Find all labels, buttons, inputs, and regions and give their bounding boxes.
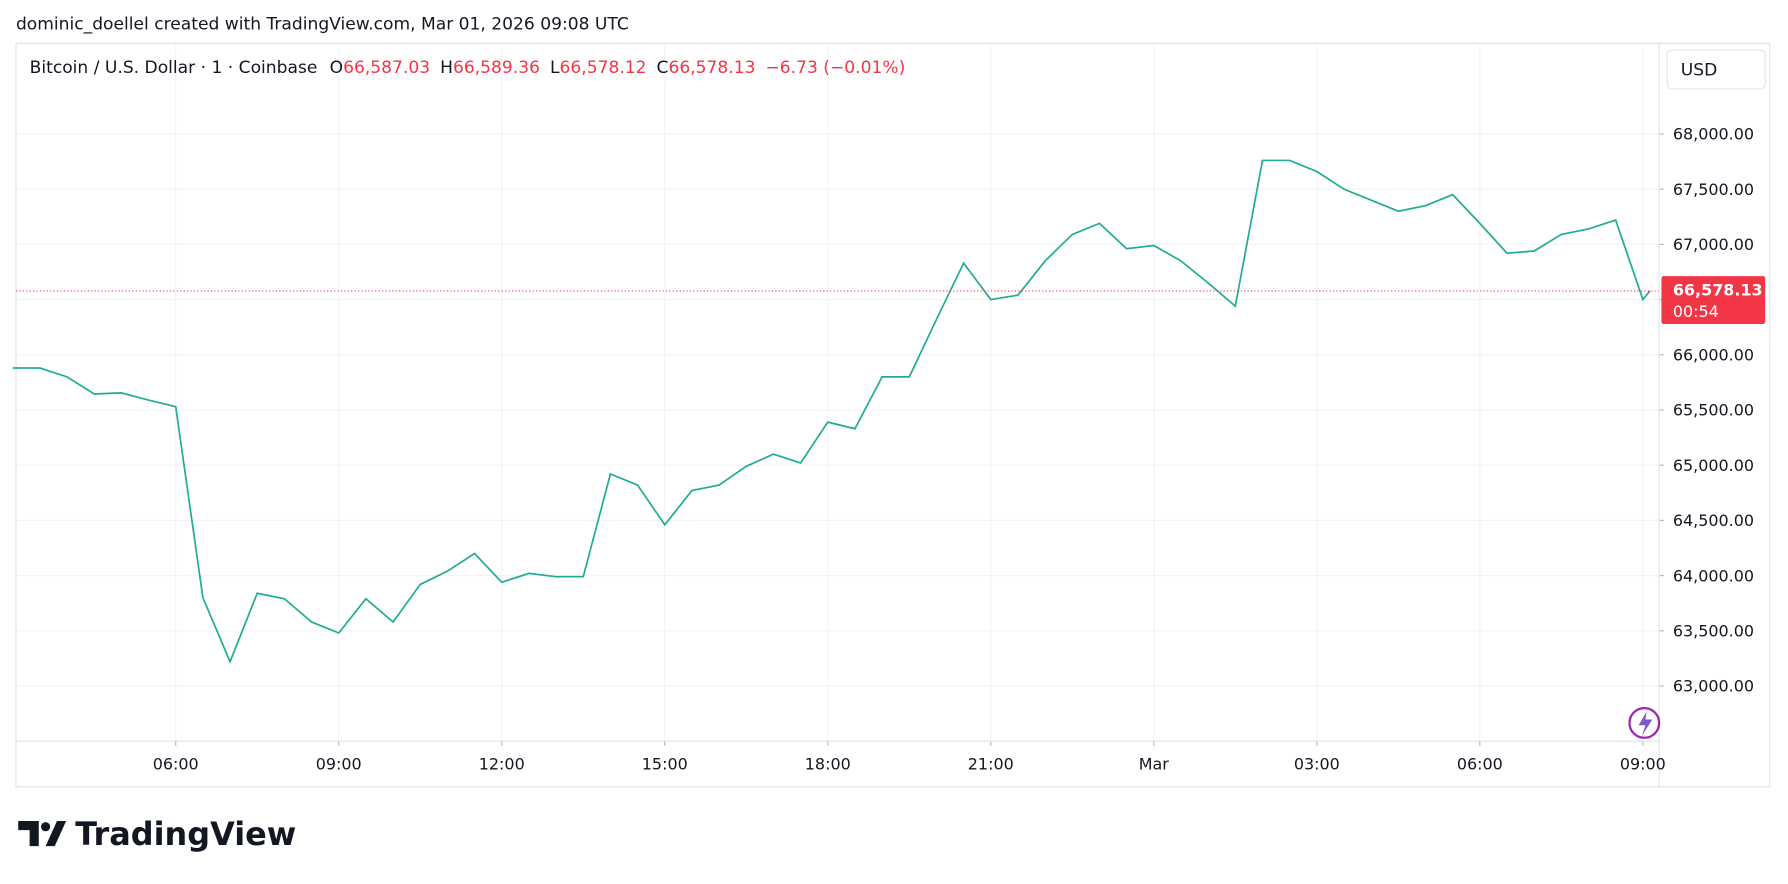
last-price-badge (1661, 276, 1766, 325)
ohlc-value: 66,589.36 (453, 58, 540, 78)
y-tick-label: 63,000.00 (1673, 677, 1754, 696)
plot (12, 159, 1660, 664)
x-tick-label: 18:00 (805, 755, 851, 774)
logo (18, 821, 67, 847)
assistant-icon[interactable] (1628, 707, 1661, 739)
change: −6.73 (−0.01%) (765, 58, 905, 78)
countdown: 00:54 (1673, 302, 1719, 321)
x-tick-label: 09:00 (316, 755, 362, 774)
last-price-label: 66,578.13 (1673, 281, 1763, 300)
legend: Bitcoin / U.S. Dollar · 1 · Coinbase O66… (30, 58, 906, 78)
y-tick-label: 67,000.00 (1673, 235, 1754, 254)
y-tick-label: 66,000.00 (1673, 345, 1754, 364)
x-tick-label: Mar (1139, 755, 1170, 774)
y-tick-label: 65,000.00 (1673, 456, 1754, 475)
currency[interactable]: USD (1681, 60, 1718, 80)
y-tick-label: 63,500.00 (1673, 622, 1754, 641)
x-tick-label: 21:00 (968, 755, 1014, 774)
ohlc-value: 66,587.03 (343, 58, 430, 78)
brand: TradingView (75, 815, 296, 853)
x-tick-label: 03:00 (1294, 755, 1340, 774)
ohlc-value: 66,578.12 (560, 58, 647, 78)
ohlc-value: 66,578.13 (668, 58, 755, 78)
ohlc-key: L (550, 58, 560, 78)
x-tick-label: 06:00 (1457, 755, 1503, 774)
y-tick-label: 65,500.00 (1673, 401, 1754, 420)
chart-frame (15, 42, 1771, 788)
y-tick-label: 64,000.00 (1673, 566, 1754, 585)
symbol: Bitcoin / U.S. Dollar · 1 · Coinbase (30, 58, 318, 78)
price-line (12, 159, 1651, 664)
ohlc-key: H (440, 58, 453, 78)
y-tick-label: 68,000.00 (1673, 125, 1754, 144)
y-tick-label: 67,500.00 (1673, 180, 1754, 199)
x-tick-label: 12:00 (479, 755, 525, 774)
x-tick-label: 06:00 (153, 755, 199, 774)
grid (15, 43, 1664, 746)
x-tick-label: 09:00 (1620, 755, 1666, 774)
currency-button[interactable] (1666, 49, 1766, 90)
attribution: dominic_doellel created with TradingView… (16, 15, 629, 35)
ohlc-key: C (657, 58, 669, 78)
x-tick-label: 15:00 (642, 755, 688, 774)
y-tick-label: 64,500.00 (1673, 511, 1754, 530)
ohlc-key: O (330, 58, 343, 78)
